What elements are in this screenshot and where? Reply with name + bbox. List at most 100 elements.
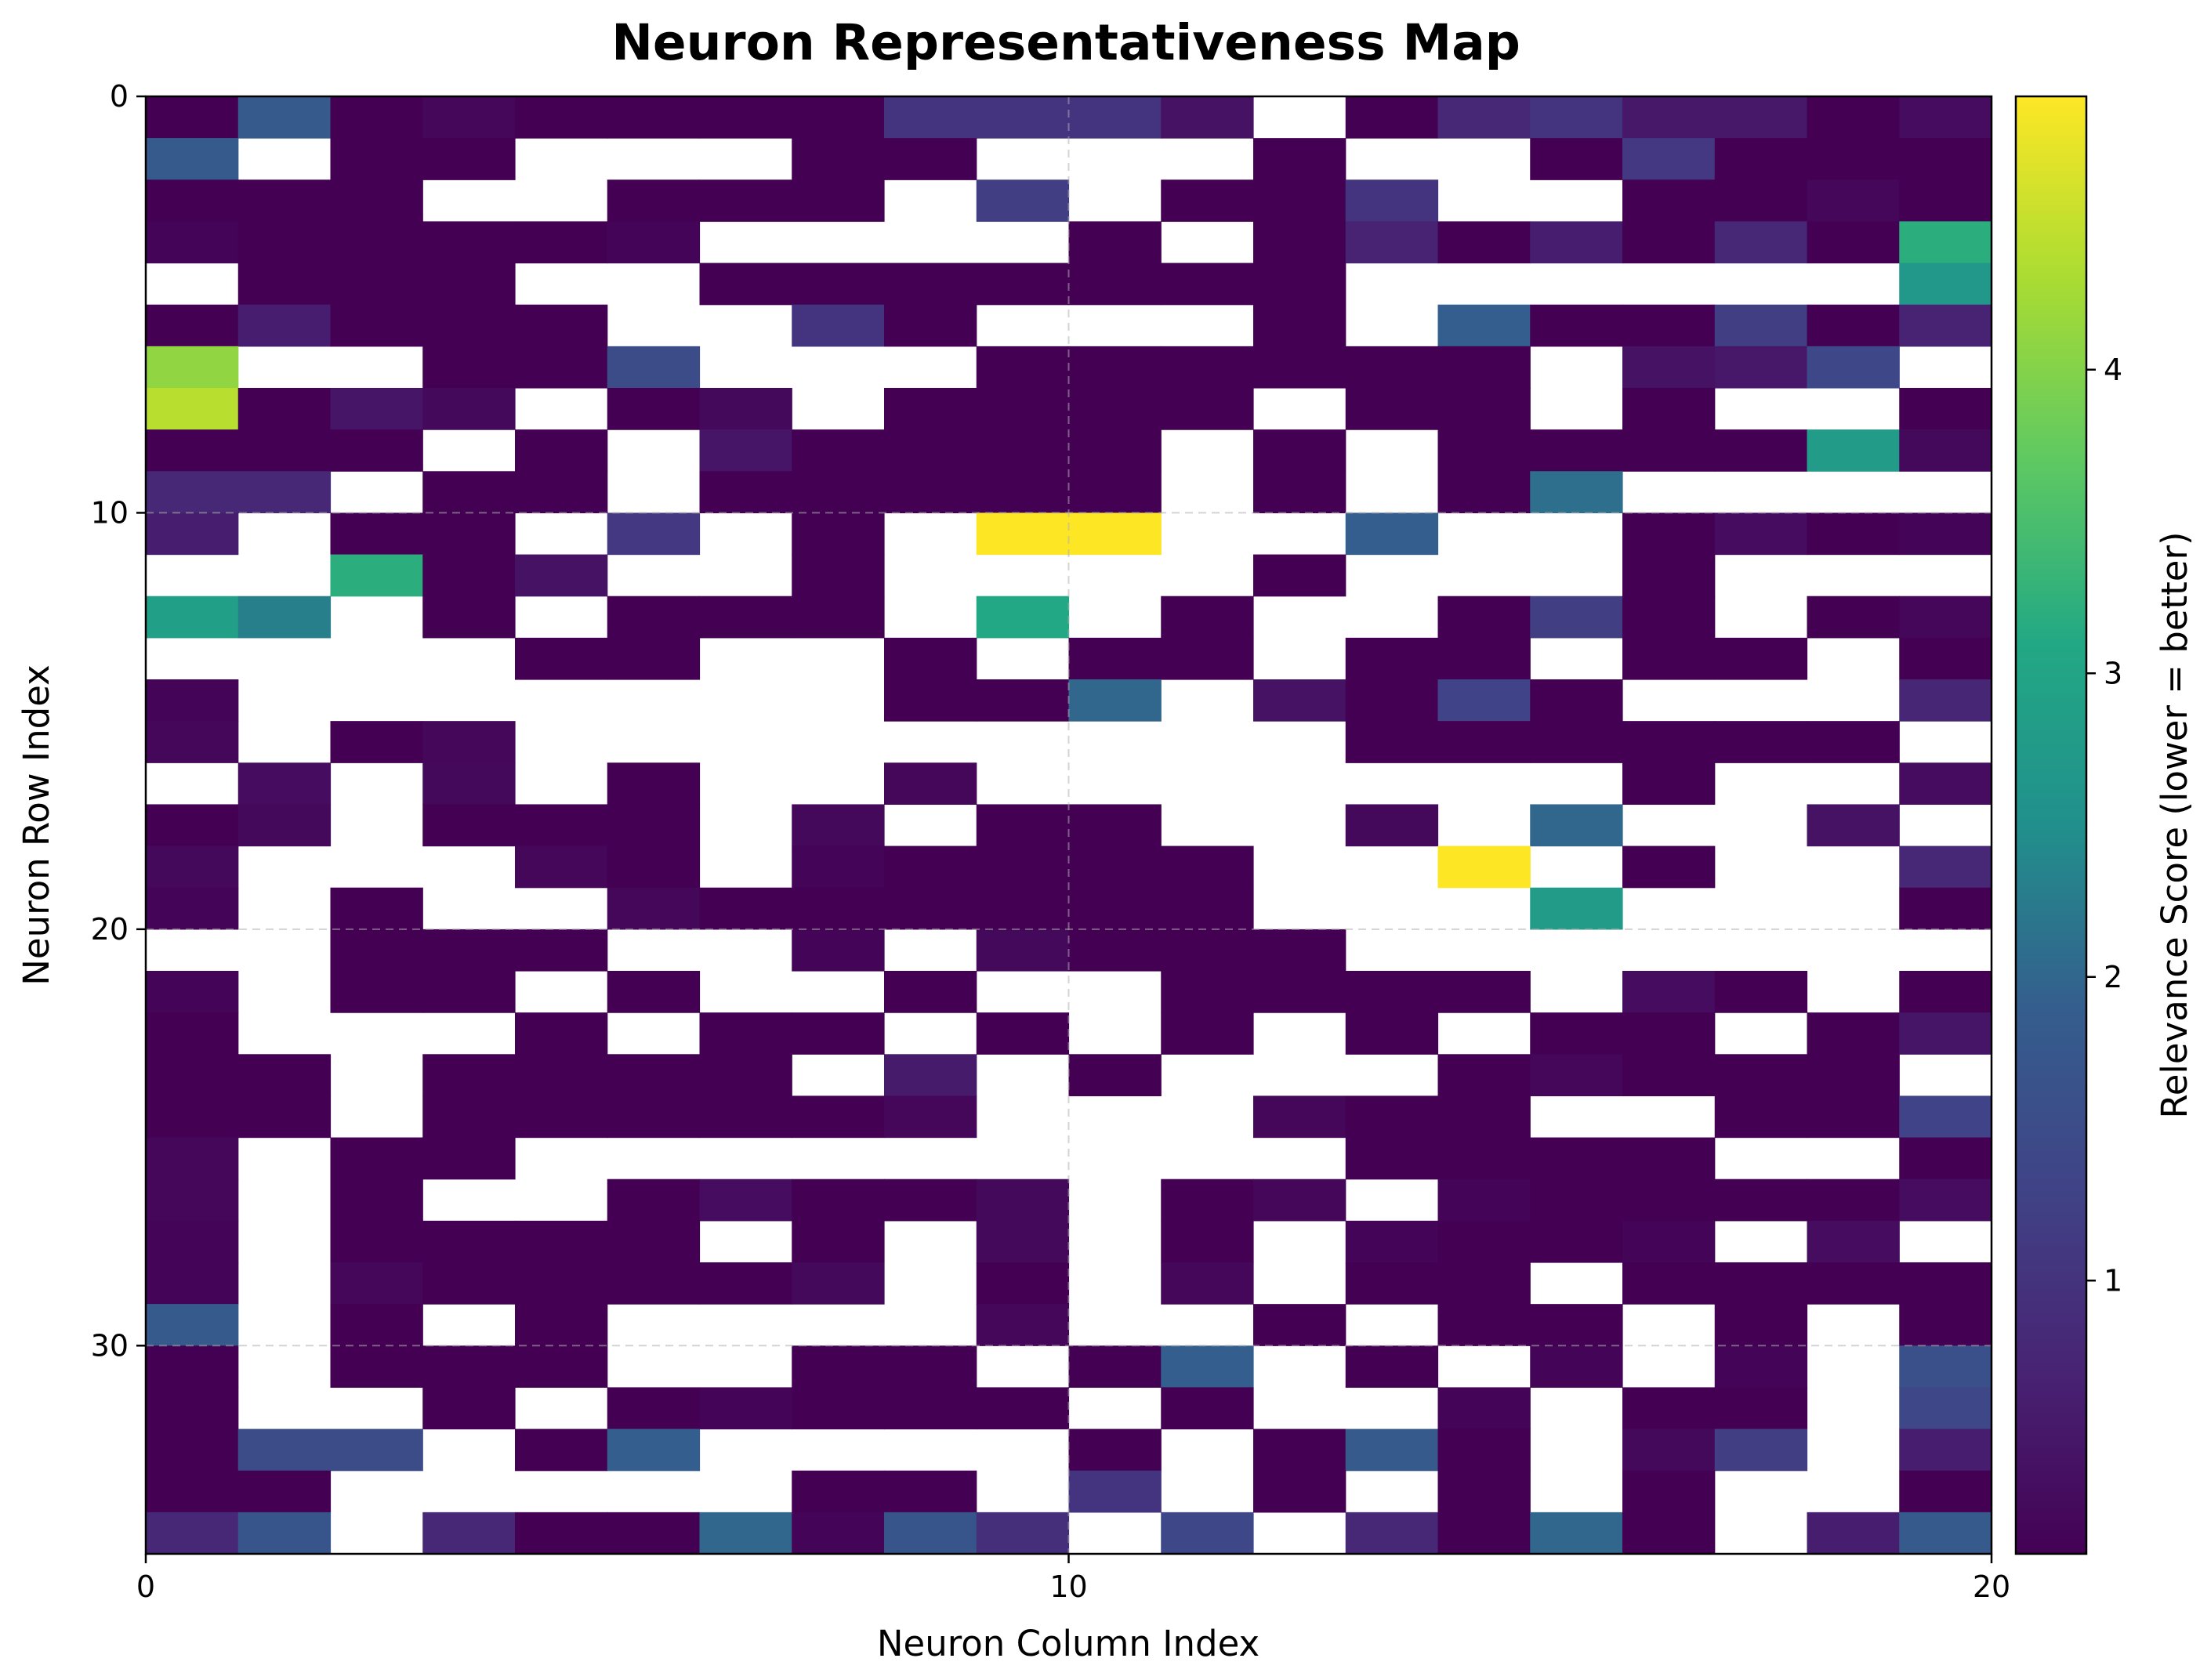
- heatmap-cell: [1807, 221, 1900, 264]
- heatmap-cell: [515, 471, 608, 514]
- heatmap-cell: [146, 1262, 239, 1305]
- heatmap-cell: [792, 262, 885, 306]
- heatmap-cell: [237, 762, 332, 806]
- heatmap-cell: [1437, 388, 1531, 430]
- heatmap-cell: [1899, 1095, 1992, 1139]
- heatmap-cell: [1068, 471, 1162, 514]
- heatmap-cell: [976, 1262, 1070, 1305]
- heatmap-cell: [1899, 1179, 1992, 1222]
- heatmap-cell: [607, 596, 701, 639]
- heatmap-cell: [1899, 388, 1992, 430]
- heatmap-cell: [792, 1179, 885, 1222]
- heatmap-cell: [1253, 346, 1346, 389]
- heatmap-cell: [884, 1179, 977, 1222]
- heatmap-cell: [884, 679, 977, 722]
- heatmap-cell: [1622, 221, 1716, 264]
- heatmap-cell: [146, 596, 239, 639]
- heatmap-cell: [422, 554, 516, 597]
- heatmap-cell: [607, 887, 701, 930]
- heatmap-cell: [1437, 471, 1531, 514]
- heatmap-cell: [1899, 637, 1992, 680]
- heatmap-cell: [884, 1095, 977, 1139]
- heatmap-cell: [1068, 1428, 1162, 1472]
- heatmap-cell: [237, 429, 332, 472]
- heatmap-cell: [792, 845, 885, 889]
- heatmap-cell: [1622, 971, 1716, 1013]
- heatmap-cell: [1161, 1012, 1254, 1055]
- heatmap-cell: [1530, 1512, 1623, 1555]
- heatmap-cell: [1161, 179, 1254, 223]
- heatmap-cell: [1437, 845, 1531, 889]
- heatmap-cell: [976, 388, 1070, 430]
- heatmap-cell: [792, 1512, 885, 1555]
- heatmap-cell: [146, 1095, 239, 1139]
- heatmap-cell: [884, 1387, 977, 1430]
- heatmap-cell: [422, 1054, 516, 1097]
- heatmap-cell: [1899, 512, 1992, 556]
- heatmap-cell: [976, 179, 1070, 223]
- heatmap-cell: [1437, 1220, 1531, 1263]
- x-axis-label: Neuron Column Index: [877, 1623, 1259, 1664]
- heatmap-cell: [1899, 96, 1992, 139]
- heatmap-cell: [1345, 388, 1439, 430]
- heatmap-cell: [1622, 1012, 1716, 1055]
- heatmap-cell: [1345, 221, 1439, 264]
- heatmap-cell: [1068, 845, 1162, 889]
- heatmap-cell: [330, 429, 423, 472]
- heatmap-cell: [1714, 721, 1808, 763]
- heatmap-cell: [884, 1512, 977, 1555]
- heatmap-cell: [515, 346, 608, 389]
- heatmap-cell: [515, 1304, 608, 1346]
- y-tick-label: 10: [91, 495, 129, 530]
- heatmap-cell: [422, 262, 516, 306]
- heatmap-cell: [1068, 221, 1162, 264]
- heatmap-cell: [1437, 1179, 1531, 1222]
- heatmap-cell: [884, 304, 977, 347]
- heatmap-cell: [1899, 304, 1992, 347]
- heatmap-cell: [422, 388, 516, 430]
- heatmap-cell: [1807, 179, 1900, 223]
- heatmap-cell: [1807, 346, 1900, 389]
- y-tick-label: 20: [91, 912, 129, 947]
- heatmap-cell: [1714, 96, 1808, 139]
- heatmap-cell: [792, 887, 885, 930]
- heatmap-cell: [1899, 845, 1992, 889]
- heatmap-cell: [1068, 429, 1162, 472]
- heatmap-cell: [1345, 512, 1439, 556]
- heatmap-cell: [699, 1095, 792, 1139]
- heatmap-cell: [1161, 887, 1254, 930]
- heatmap-cell: [330, 221, 423, 264]
- heatmap-cell: [976, 845, 1070, 889]
- heatmap-cell: [1161, 637, 1254, 680]
- heatmap-cell: [884, 471, 977, 514]
- heatmap-cell: [1899, 971, 1992, 1013]
- heatmap-cell: [607, 1095, 701, 1139]
- heatmap-cell: [1622, 1220, 1716, 1263]
- heatmap-cell: [976, 96, 1070, 139]
- heatmap-cell: [515, 1220, 608, 1263]
- heatmap-cell: [699, 1179, 792, 1222]
- heatmap-cell: [330, 1304, 423, 1346]
- heatmap-cell: [1068, 637, 1162, 680]
- y-tick-label: 0: [110, 79, 129, 114]
- heatmap-cell: [1899, 679, 1992, 722]
- heatmap-cell: [330, 388, 423, 430]
- heatmap-cell: [607, 1262, 701, 1305]
- heatmap-cell: [976, 1387, 1070, 1430]
- heatmap-cell: [330, 96, 423, 139]
- heatmap-cell: [1899, 1137, 1992, 1180]
- heatmap-cell: [699, 1262, 792, 1305]
- heatmap-cell: [1161, 1512, 1254, 1555]
- heatmap-cell: [607, 845, 701, 889]
- heatmap-cell: [1530, 679, 1623, 722]
- heatmap-cell: [422, 138, 516, 180]
- heatmap-cell: [422, 1345, 516, 1389]
- heatmap-cell: [1437, 429, 1531, 472]
- heatmap-cell: [1253, 179, 1346, 223]
- heatmap-cell: [1161, 1262, 1254, 1305]
- heatmap-cell: [237, 262, 332, 306]
- colorbar-ticks: 1 2 3 4: [2086, 353, 2122, 1298]
- heatmap-cell: [1807, 1095, 1900, 1139]
- heatmap-cell: [237, 96, 332, 139]
